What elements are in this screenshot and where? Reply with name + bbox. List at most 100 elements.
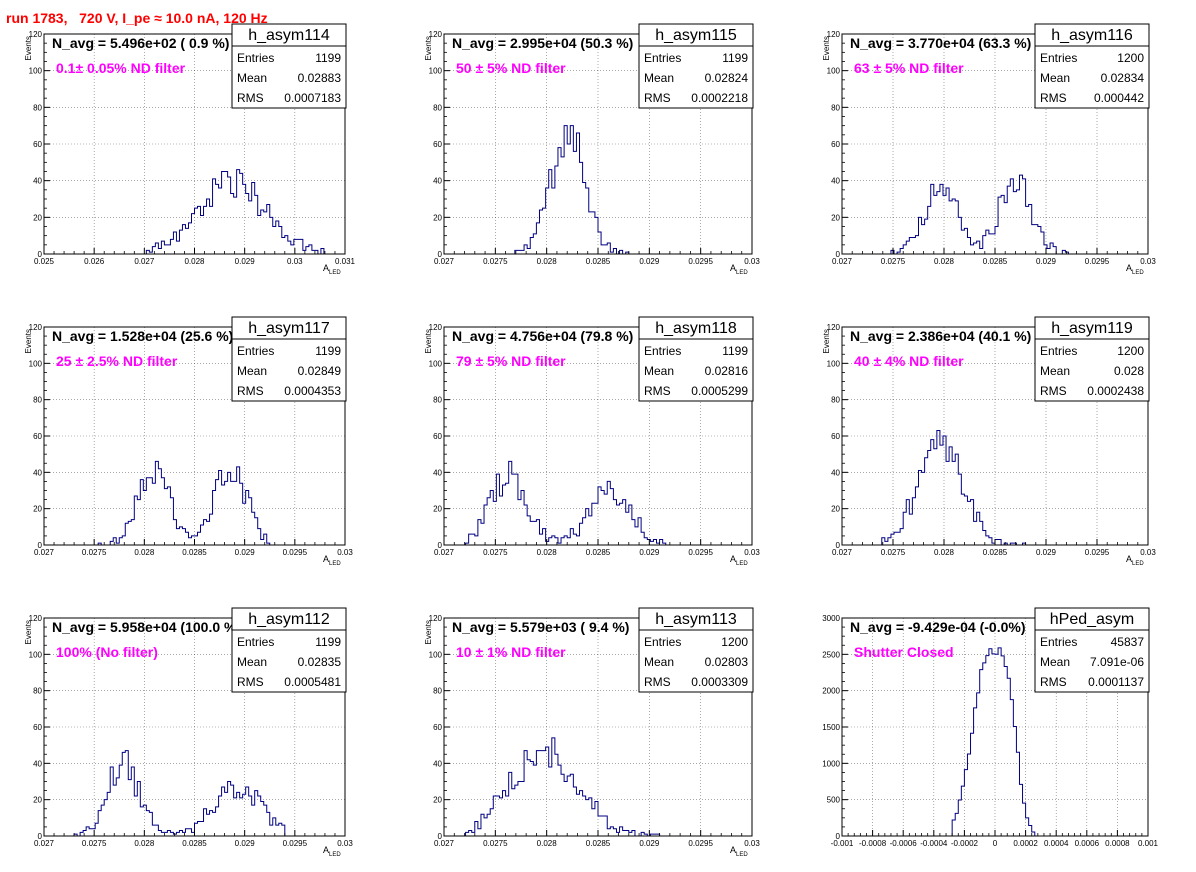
stats-value-entries: 1199	[315, 51, 341, 65]
histogram-bin	[225, 481, 228, 545]
x-tick-label: -0.0004	[920, 839, 948, 848]
x-tick-label: 0.0285	[182, 548, 207, 557]
histogram-bin	[909, 514, 912, 545]
stats-value-mean: 0.02849	[298, 364, 342, 378]
x-axis-label-subscript: LED	[1132, 270, 1144, 276]
histogram-bin	[934, 195, 937, 254]
histogram-bin	[1004, 666, 1007, 836]
stats-box-frame	[1034, 316, 1150, 402]
x-tick-label: 0.0285	[586, 257, 611, 266]
x-tick-label: 0.0002	[1013, 839, 1038, 848]
n-avg-title: N_avg = 3.770e+04 (63.3 %)	[850, 35, 1031, 51]
stats-box: h_asym112 Entries 1199 Mean 0.02835 RMS 0.0005…	[231, 607, 347, 693]
stats-label-rms: RMS	[237, 91, 264, 105]
histogram-bin	[518, 250, 521, 254]
histogram-name: h_asym117	[248, 320, 330, 337]
histogram-bin	[231, 194, 234, 255]
x-tick-label: 0.0275	[82, 839, 107, 848]
histogram-bin	[964, 496, 967, 545]
histogram-bin	[592, 212, 595, 254]
histogram-panel-h_asym116: 0.027 0.0275 0.028 0.0285 0.029 0.0295 0.03 0 20…	[822, 23, 1156, 276]
y-tick-label: 40	[33, 468, 42, 477]
histogram-name: h_asym118	[655, 320, 737, 337]
histogram-bin	[164, 489, 167, 545]
histogram-bin	[240, 798, 243, 836]
histogram-bin	[158, 469, 161, 545]
histogram-bin	[207, 199, 210, 254]
histogram-bin	[161, 832, 164, 836]
histogram-bin	[549, 767, 552, 836]
stats-value-entries: 1200	[721, 635, 748, 649]
x-tick-label: 0.0285	[182, 839, 207, 848]
x-tick-label: 0.028	[537, 257, 558, 266]
y-tick-label: 80	[33, 396, 42, 405]
y-axis-label: Events	[24, 36, 33, 60]
histogram-panel-hPed_asym: -0.001 -0.0008 -0.0006 -0.0004 -0.0002 0 0.000…	[822, 607, 1159, 848]
histogram-bin	[137, 500, 140, 545]
histogram-bin	[143, 491, 146, 546]
x-tick-label: 0.028	[934, 548, 955, 557]
histogram-bin	[629, 832, 632, 836]
y-tick-label: 0	[836, 541, 841, 550]
histogram-bin	[934, 449, 937, 545]
y-tick-label: 20	[33, 796, 42, 805]
histogram-bin	[237, 792, 240, 836]
histogram-bin	[270, 825, 273, 836]
histogram-bin	[1047, 249, 1050, 255]
histogram-bin	[518, 500, 521, 545]
filter-label: 50 ± 5% ND filter	[456, 60, 566, 76]
histogram-bin	[521, 250, 524, 254]
histogram-name: hPed_asym	[1050, 611, 1135, 628]
histogram-bin	[928, 451, 931, 545]
stats-box-frame	[231, 607, 347, 693]
stats-label-rms: RMS	[1040, 91, 1067, 105]
histogram-bin	[546, 541, 549, 545]
stats-label-entries: Entries	[644, 51, 681, 65]
histogram-name: h_asym114	[248, 27, 330, 44]
x-tick-label: 0.0295	[688, 548, 713, 557]
x-tick-label: 0.0295	[1085, 257, 1110, 266]
stats-value-entries: 45837	[1111, 635, 1145, 649]
histogram-bin	[512, 474, 515, 545]
histogram-bin	[946, 461, 949, 545]
n-avg-title: N_avg = 1.528e+04 (25.6 %)	[52, 328, 233, 344]
x-tick-label: 0.0275	[483, 257, 508, 266]
histogram-bin	[264, 212, 267, 254]
histogram-bin	[589, 212, 592, 254]
x-axis-label-subscript: LED	[736, 270, 748, 276]
y-tick-label: 2500	[822, 650, 840, 659]
stats-value-mean: 0.02824	[705, 71, 749, 85]
y-tick-label: 100	[29, 359, 43, 368]
x-tick-label: 0.03	[744, 257, 760, 266]
y-tick-label: 100	[429, 359, 443, 368]
x-tick-label: 0.0285	[586, 839, 611, 848]
y-tick-label: 60	[33, 140, 42, 149]
x-tick-label: 0.0275	[483, 839, 508, 848]
histogram-name: h_asym115	[655, 27, 737, 44]
stats-box-frame	[638, 23, 754, 109]
y-tick-label: 40	[33, 177, 42, 186]
n-avg-title: N_avg = 5.958e+04 (100.0 %)	[52, 619, 241, 635]
histogram-bin	[134, 796, 137, 836]
y-tick-label: 0	[836, 832, 841, 841]
x-tick-label: 0.025	[34, 257, 55, 266]
histogram-bin	[164, 832, 167, 836]
x-tick-label: 0.028	[134, 839, 155, 848]
histogram-bin	[567, 538, 570, 545]
x-tick-label: 0.0275	[881, 548, 906, 557]
x-tick-label: -0.0006	[890, 839, 918, 848]
filter-label: 63 ± 5% ND filter	[854, 60, 964, 76]
histogram-bin	[943, 195, 946, 254]
y-tick-label: 0	[38, 541, 43, 550]
histogram-bin	[601, 245, 604, 254]
histogram-bin	[243, 794, 246, 836]
x-axis-label-subscript: LED	[329, 270, 341, 276]
x-axis-label-subscript: LED	[329, 852, 341, 858]
histogram-bin	[219, 188, 222, 254]
histogram-bin	[589, 516, 592, 545]
x-tick-label: -0.0002	[951, 839, 979, 848]
histogram-bin	[592, 809, 595, 836]
x-tick-label: 0.028	[184, 257, 205, 266]
y-tick-label: 20	[433, 796, 442, 805]
histogram-bin	[595, 503, 598, 545]
